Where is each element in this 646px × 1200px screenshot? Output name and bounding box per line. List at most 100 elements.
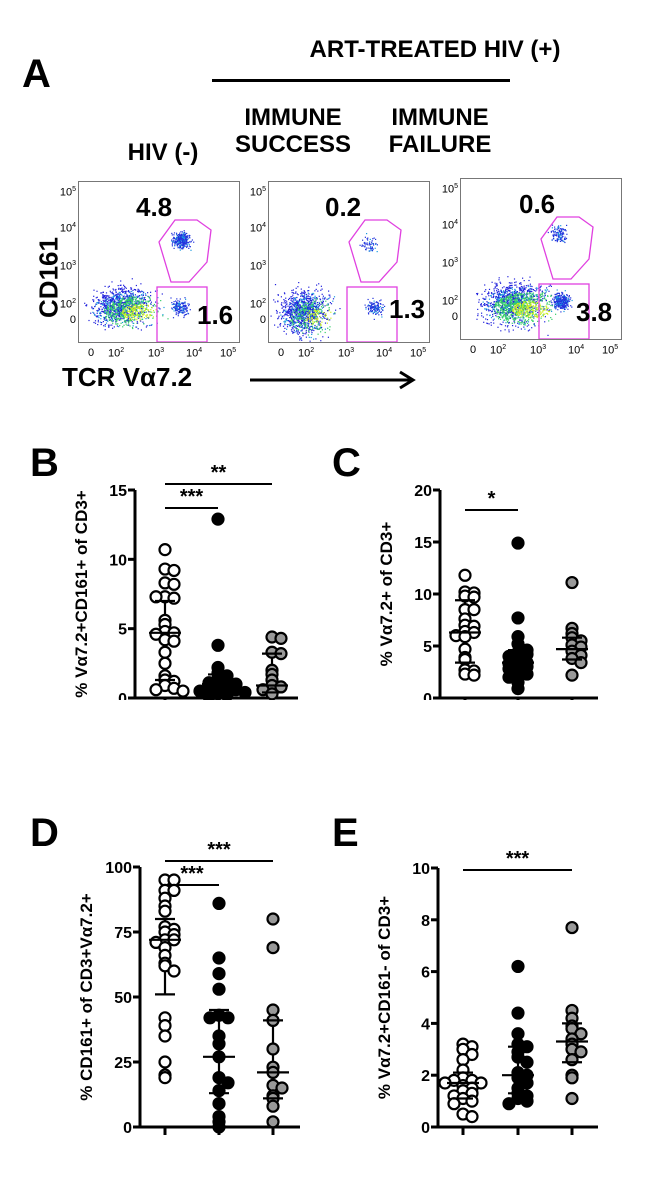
flow-x-tick-label: 102 (490, 344, 507, 357)
gate-pct-cd161-neg: 1.6 (197, 300, 234, 330)
significance-label: *** (180, 486, 204, 508)
data-point (202, 690, 216, 704)
gate-cd161-neg (538, 283, 590, 339)
data-point (212, 1097, 226, 1111)
y-axis-label: % Vα7.2+CD161- of CD3+ (375, 896, 394, 1099)
flow-x-tick-label: 104 (376, 347, 393, 360)
y-tick-label: 0 (123, 1120, 132, 1137)
y-axis-title-cd161: CD161 (33, 237, 64, 318)
data-point (158, 645, 172, 659)
flow-x-tick-label: 105 (220, 347, 237, 360)
data-point (447, 1097, 461, 1111)
y-tick-label: 20 (414, 483, 432, 500)
column-header-immune-failure: IMMUNE FAILURE (365, 104, 515, 158)
flow-y-tick-label: 103 (59, 260, 76, 273)
significance-label: *** (180, 863, 204, 885)
column-header-hiv-neg: HIV (-) (93, 139, 233, 166)
data-point (565, 1053, 579, 1067)
flow-y-tick-label: 105 (249, 186, 266, 199)
flow-x-tick-label: 104 (568, 344, 585, 357)
y-tick-label: 10 (412, 861, 430, 878)
y-tick-label: 15 (414, 535, 432, 552)
data-point (502, 1097, 516, 1111)
series-hiv (149, 873, 181, 1085)
data-point (467, 603, 481, 617)
event-cloud (476, 224, 573, 336)
column-header-line: FAILURE (388, 131, 492, 158)
series-if (556, 920, 588, 1106)
data-point (212, 951, 226, 965)
y-tick-label: 5 (423, 639, 432, 656)
flow-y-tick-label: 0 (451, 311, 458, 323)
data-point (167, 964, 181, 978)
data-point (158, 543, 172, 557)
y-tick-label: 5 (118, 622, 127, 639)
data-point (158, 1055, 172, 1069)
y-tick-label: 8 (421, 913, 430, 930)
flow-x-tick-label: 0 (470, 344, 477, 356)
significance-label: *** (207, 839, 231, 861)
significance-label: *** (506, 848, 530, 870)
flow-dots (476, 216, 594, 339)
y-tick-label: 100 (105, 860, 132, 877)
data-point (212, 982, 226, 996)
y-tick-label: 50 (114, 990, 132, 1007)
data-point (467, 668, 481, 682)
data-point (574, 1045, 588, 1059)
gate-pct-cd161-pos: 4.8 (136, 192, 173, 222)
arrow-right-icon (250, 370, 416, 390)
gate-cd161-pos (540, 216, 594, 280)
flow-dots (84, 219, 212, 342)
data-point (149, 683, 163, 697)
chart-panel-b: B051015HIV(-)ISIF% Vα7.2+CD161+ of CD3+*… (0, 430, 320, 730)
chart-svg-b: B051015HIV(-)ISIF% Vα7.2+CD161+ of CD3+*… (30, 441, 298, 730)
flow-dots (270, 219, 402, 342)
data-point (158, 656, 172, 670)
panel-letter-d: D (30, 811, 59, 855)
flow-x-tick-label: 0 (278, 347, 285, 359)
data-point (265, 687, 279, 701)
data-point (212, 1120, 226, 1134)
y-tick-label: 0 (118, 691, 127, 700)
group-header-rule (212, 79, 510, 82)
panel-letter-c: C (332, 441, 361, 485)
data-point (266, 941, 280, 955)
flow-y-tick-label: 102 (249, 298, 266, 311)
series-hiv (449, 568, 481, 682)
data-point (176, 684, 190, 698)
data-point (511, 682, 525, 696)
data-point (149, 590, 163, 604)
flow-x-tick-label: 105 (410, 347, 427, 360)
y-tick-label: 25 (114, 1055, 132, 1072)
event-cloud (84, 230, 195, 331)
column-header-line: IMMUNE (391, 104, 489, 131)
significance-label: ** (211, 462, 227, 484)
flow-y-tick-label: 105 (441, 183, 458, 196)
series-is (502, 959, 534, 1111)
event-cloud (270, 233, 386, 342)
data-point (266, 1099, 280, 1113)
data-point (274, 631, 288, 645)
flow-x-tick-label: 102 (298, 347, 315, 360)
flow-y-tick-label: 0 (259, 314, 266, 326)
data-point (465, 1094, 479, 1108)
flow-y-tick-label: 103 (249, 260, 266, 273)
flow-x-tick-label: 105 (602, 344, 619, 357)
flow-x-tick-label: 103 (338, 347, 355, 360)
data-point (266, 1042, 280, 1056)
data-point (158, 904, 172, 918)
significance-label: * (488, 488, 496, 510)
data-point (266, 912, 280, 926)
data-point (565, 668, 579, 682)
data-point (212, 1084, 226, 1098)
column-header-immune-success: IMMUNE SUCCESS (218, 104, 368, 158)
data-point (211, 512, 225, 526)
data-point (158, 1029, 172, 1043)
panel-letter-e: E (332, 811, 359, 855)
data-point (167, 634, 181, 648)
data-point (238, 685, 252, 700)
series-is (193, 512, 252, 704)
y-axis-label: % CD161+ of CD3+Vα7.2+ (77, 893, 96, 1101)
data-point (167, 563, 181, 578)
flow-plot-immune-failure: 0.6 3.8 (460, 178, 622, 340)
